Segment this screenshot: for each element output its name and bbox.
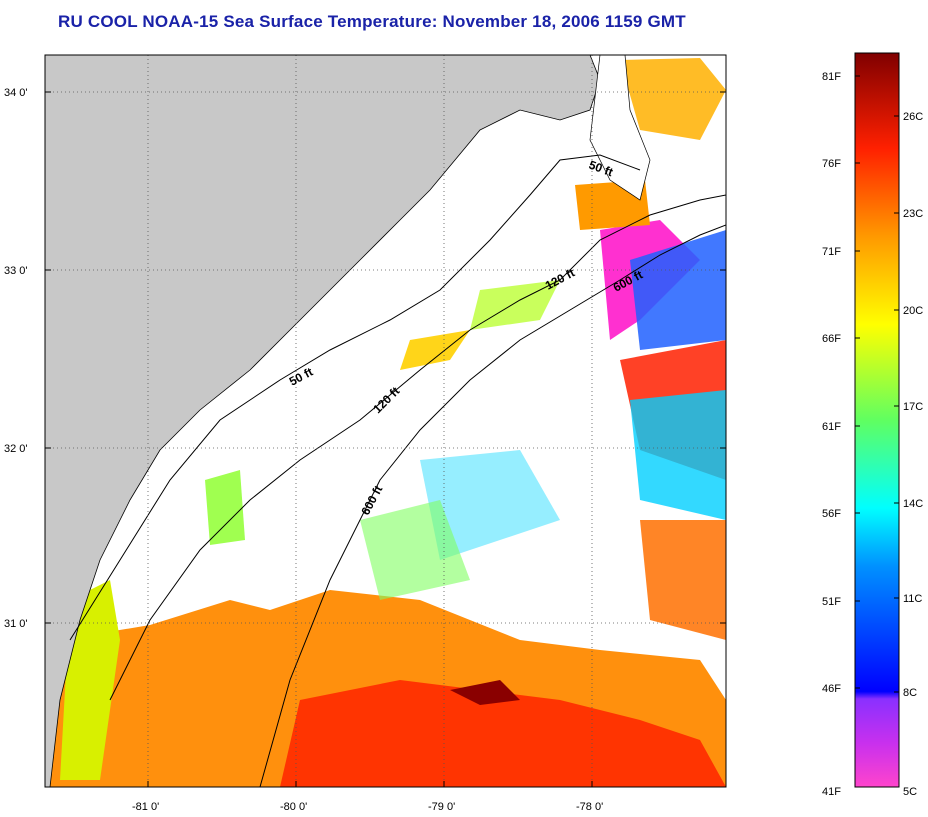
- colorbar-f-label: 76F: [822, 158, 841, 170]
- colorbar-f-label: 46F: [822, 683, 841, 695]
- colorbar-ticks: [855, 75, 899, 693]
- sst-patch-east-orange: [640, 520, 726, 640]
- colorbar-f-label: 56F: [822, 508, 841, 520]
- colorbar-c-label: 11C: [903, 593, 922, 605]
- lon-tick-label: -80 0': [280, 801, 307, 813]
- sst-patch-ne-yellow: [620, 58, 726, 140]
- lat-tick-label: 33 0': [4, 265, 28, 277]
- contour-600ft: [259, 224, 726, 787]
- colorbar-c-label: 26C: [903, 111, 923, 123]
- colorbar: [854, 52, 900, 788]
- colorbar-f-label: 51F: [822, 596, 841, 608]
- contour-120ft: [109, 194, 726, 701]
- sst-patch-inner-green: [205, 470, 245, 545]
- sst-patch-darkred: [450, 680, 520, 705]
- colorbar-f-label: 66F: [822, 333, 841, 345]
- bathymetry-contours: [69, 154, 726, 787]
- lon-tick-label: -78 0': [576, 801, 603, 813]
- colorbar-c-label: 8C: [903, 687, 917, 699]
- sst-patch-south-red: [280, 680, 726, 787]
- lon-tick-label: -81 0': [132, 801, 159, 813]
- colorbar-f-label: 81F: [822, 71, 841, 83]
- sst-patch-mid-green: [360, 500, 470, 600]
- grid-lines: [45, 55, 726, 787]
- map-frame: [44, 54, 727, 788]
- colorbar-c-label: 14C: [903, 498, 923, 510]
- colorbar-f-label: 41F: [822, 786, 841, 798]
- colorbar-c-label: 20C: [903, 305, 923, 317]
- colorbar-c-label: 17C: [903, 401, 923, 413]
- lat-tick-label: 34 0': [4, 87, 28, 99]
- colorbar-f-label: 71F: [822, 246, 841, 258]
- lat-tick-label: 31 0': [4, 618, 28, 630]
- frame-ticks: [45, 91, 726, 787]
- sst-patch-east-cyan: [630, 390, 726, 520]
- sst-patch-east-blue: [630, 230, 726, 350]
- map-title: RU COOL NOAA-15 Sea Surface Temperature:…: [58, 12, 686, 31]
- lat-tick-label: 32 0': [4, 443, 28, 455]
- land-mass: [45, 55, 601, 787]
- colorbar-f-label: 61F: [822, 421, 841, 433]
- sst-patch-shelf-yellow: [400, 330, 470, 370]
- sst-patch-mid-cyan: [420, 450, 560, 560]
- sst-patch-shelf-green: [470, 280, 560, 330]
- sst-data-layer: [45, 58, 726, 787]
- colorbar-c-label: 23C: [903, 208, 923, 220]
- colorbar-c-label: 5C: [903, 786, 917, 798]
- lon-tick-label: -79 0': [428, 801, 455, 813]
- map-area: [45, 55, 726, 787]
- contour-50ft: [69, 154, 641, 641]
- land-mass-northeast: [589, 55, 651, 201]
